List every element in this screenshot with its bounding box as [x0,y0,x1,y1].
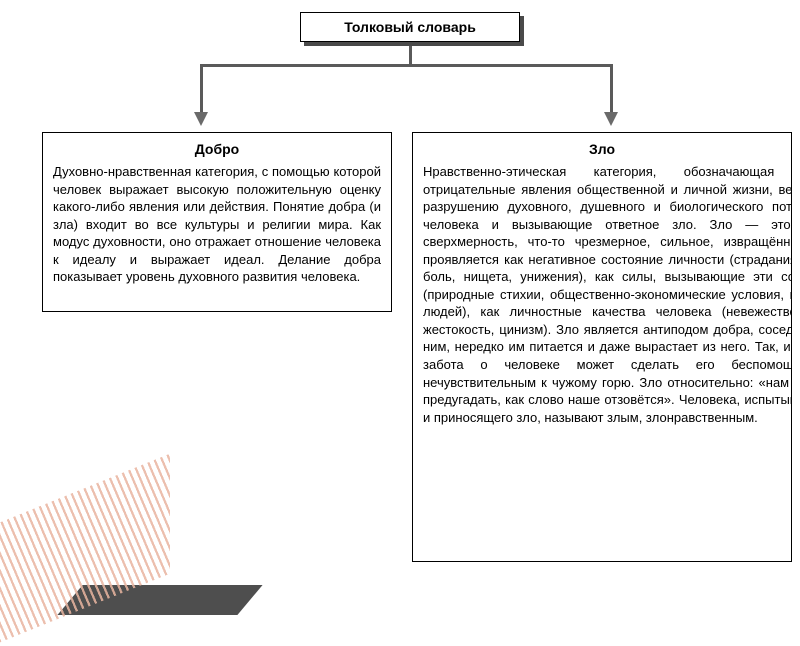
panel-good: Добро Духовно-нравственная категория, с … [42,132,392,312]
root-node: Толковый словарь [300,12,520,42]
panel-evil-body: Нравственно-этическая категория, обознач… [423,163,792,426]
panel-evil-title: Зло [423,141,781,157]
corner-hatch [0,454,170,646]
connector-stem [409,46,412,64]
panel-good-body: Духовно-нравственная категория, с помощь… [53,163,381,286]
connector-drop-right [610,64,613,114]
panel-good-title: Добро [53,141,381,157]
arrow-right-icon [604,112,618,126]
arrow-left-icon [194,112,208,126]
panel-evil: Зло Нравственно-этическая категория, обо… [412,132,792,562]
root-title: Толковый словарь [300,12,520,42]
connector-drop-left [200,64,203,114]
connector-hbar [200,64,613,67]
